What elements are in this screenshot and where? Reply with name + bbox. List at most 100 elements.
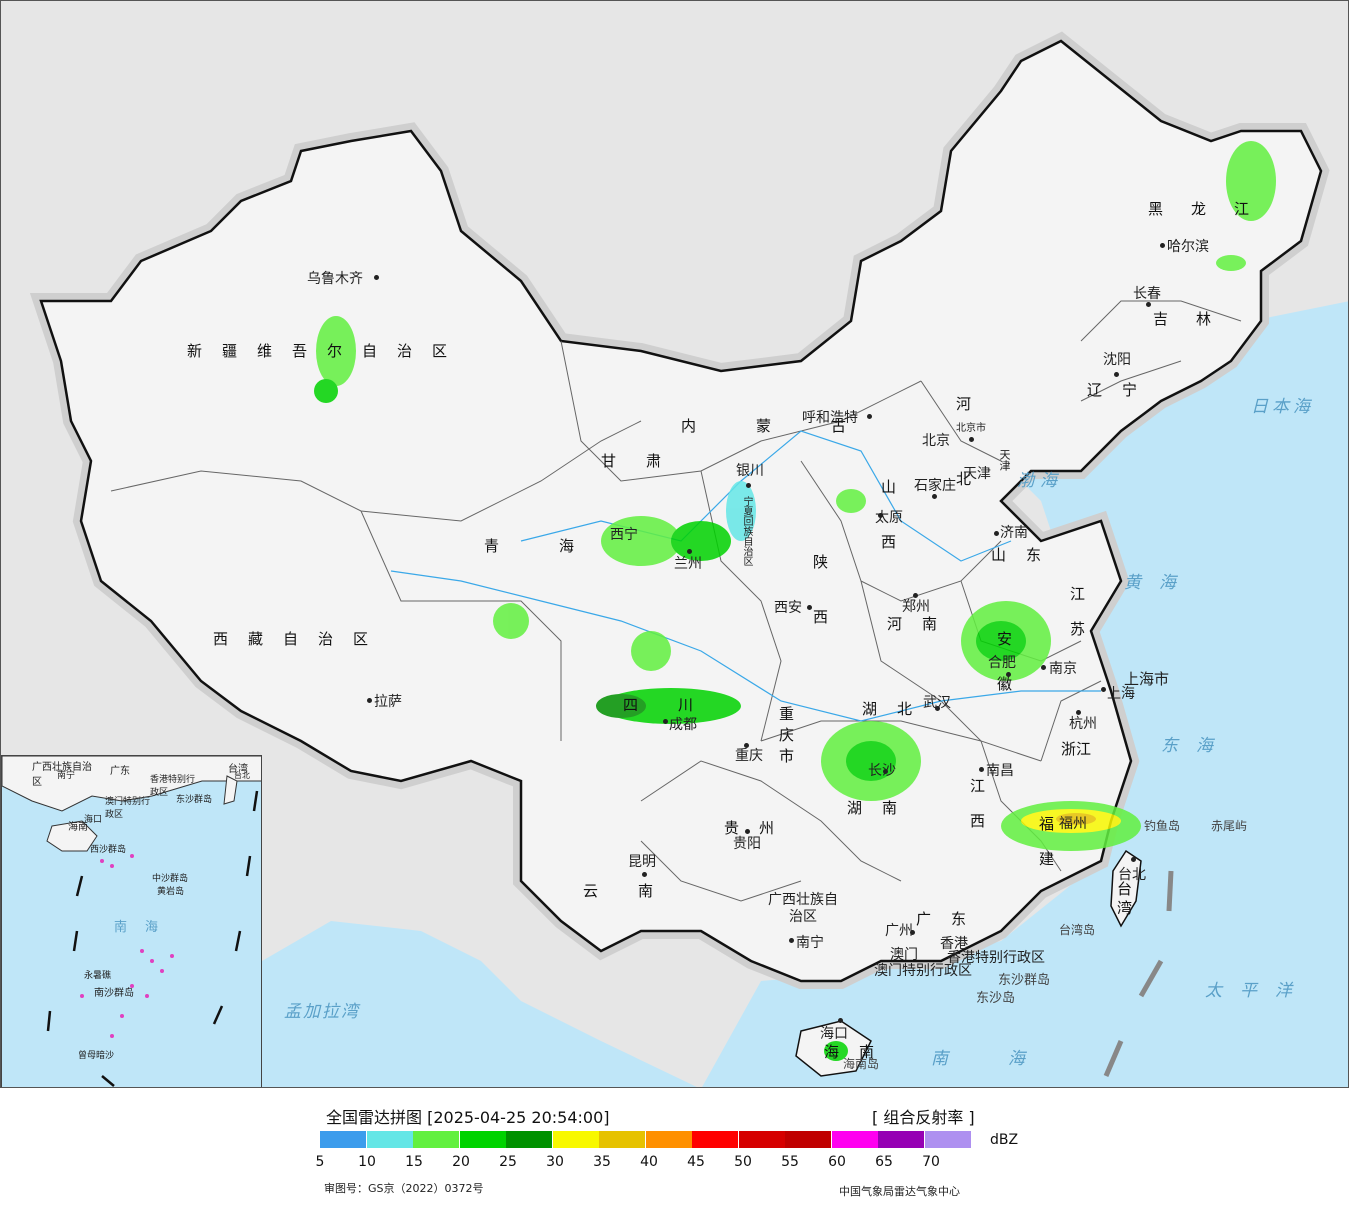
echo-qinghai-gansu bbox=[601, 516, 681, 566]
province-label-heilongjiang: 黑龙江 bbox=[1148, 200, 1278, 218]
province-label-shaanxi: 陕西 bbox=[811, 554, 829, 664]
city-zhengzhou: 郑州 bbox=[902, 599, 930, 615]
inset-label-dongsha: 东沙群岛 bbox=[176, 795, 213, 805]
sea-label-bohai: 渤海 bbox=[1017, 471, 1063, 491]
city-aomen: 澳门 bbox=[890, 947, 918, 963]
province-label-hainan: 海南 bbox=[824, 1043, 895, 1061]
city-dot bbox=[1076, 710, 1081, 715]
province-label-jiangxi: 江西 bbox=[968, 778, 986, 848]
inset-label-huangyan: 黄岩岛 bbox=[157, 887, 185, 897]
color-swatch bbox=[692, 1131, 738, 1148]
province-label-tianjin: 天津 bbox=[998, 449, 1011, 471]
color-tick: 35 bbox=[593, 1154, 611, 1170]
inset-label-zengmu: 曾母暗沙 bbox=[78, 1051, 115, 1061]
color-swatch bbox=[552, 1131, 599, 1148]
city-dot bbox=[913, 593, 918, 598]
city-dot bbox=[1006, 672, 1011, 677]
city-dot bbox=[932, 494, 937, 499]
city-beijing: 北京 bbox=[922, 433, 950, 449]
city-dot bbox=[1041, 665, 1046, 670]
city-guangzhou: 广州 bbox=[885, 923, 913, 939]
south-china-sea-inset: 广西壮族自治区 广东 台湾 香港特别行政区 澳门特别行政区 东沙群岛 海南 西沙… bbox=[1, 755, 262, 1087]
inset-label-nanhai: 南海 bbox=[114, 920, 177, 935]
province-label-ningxia: 宁夏回族自治区 bbox=[741, 496, 752, 566]
city-lhasa: 拉萨 bbox=[374, 694, 402, 710]
city-dot bbox=[883, 769, 888, 774]
city-dot bbox=[1114, 372, 1119, 377]
inset-label-haikou: 海口 bbox=[84, 815, 103, 825]
city-changsha: 长沙 bbox=[868, 763, 896, 779]
sea-label-taipingyang: 太平洋 bbox=[1205, 981, 1310, 1001]
province-label-chongqing: 重庆市 bbox=[777, 706, 795, 769]
color-swatch bbox=[831, 1131, 878, 1148]
sea-area-bay bbox=[262, 921, 697, 1087]
city-dot bbox=[746, 483, 751, 488]
color-tick: 55 bbox=[781, 1154, 799, 1170]
color-tick: 5 bbox=[315, 1154, 325, 1170]
inset-label-taiwan: 台湾 bbox=[228, 764, 248, 775]
city-dot bbox=[935, 706, 940, 711]
province-label-sichuan: 四川 bbox=[623, 696, 734, 714]
city-haikou: 海口 bbox=[820, 1026, 848, 1042]
province-label-hubei: 湖北 bbox=[862, 700, 933, 718]
province-label-guangdong: 广东 bbox=[916, 910, 987, 928]
sea-label-donghai: 东海 bbox=[1161, 736, 1231, 756]
color-tick: 45 bbox=[687, 1154, 705, 1170]
source-agency: 中国气象局雷达气象中心 bbox=[839, 1185, 960, 1198]
city-dot bbox=[867, 414, 872, 419]
city-kunming: 昆明 bbox=[628, 854, 656, 870]
legend-panel: 全国雷达拼图 [2025-04-25 20:54:00] [ 组合反射率 ] d… bbox=[0, 1088, 1349, 1208]
color-swatch bbox=[599, 1131, 645, 1148]
color-swatch bbox=[924, 1131, 971, 1148]
province-label-taiwan: 台湾 bbox=[1115, 881, 1133, 919]
color-swatch bbox=[506, 1131, 552, 1148]
city-xian: 西安 bbox=[774, 600, 802, 616]
inset-label-nansha: 南沙群岛 bbox=[94, 988, 134, 999]
province-label-shanxi: 山西 bbox=[879, 479, 897, 589]
city-taiyuan: 太原 bbox=[875, 510, 903, 526]
city-dot bbox=[910, 930, 915, 935]
color-tick: 65 bbox=[875, 1154, 893, 1170]
province-label-liaoning: 辽宁 bbox=[1087, 381, 1158, 399]
city-changchun: 长春 bbox=[1133, 286, 1161, 302]
review-number: 审图号：GS京（2022）0372号 bbox=[324, 1182, 484, 1195]
legend-product: [ 组合反射率 ] bbox=[872, 1108, 975, 1127]
color-tick: 40 bbox=[640, 1154, 658, 1170]
inset-label-xisha: 西沙群岛 bbox=[90, 845, 127, 855]
inset-label-hainan: 海南 bbox=[68, 822, 88, 833]
color-tick: 25 bbox=[499, 1154, 517, 1170]
city-tianjin: 天津 bbox=[963, 466, 991, 482]
china-land bbox=[39, 39, 1323, 983]
map-canvas bbox=[29, 31, 1348, 1087]
city-shanghai: 上海 bbox=[1107, 686, 1135, 702]
city-taibei: 台北 bbox=[1118, 867, 1146, 883]
city-urumqi: 乌鲁木齐 bbox=[307, 271, 363, 287]
echo-xinjiang bbox=[316, 316, 356, 386]
city-dot bbox=[789, 938, 794, 943]
label-diaoyu: 钓鱼岛 bbox=[1144, 819, 1181, 833]
inset-canvas bbox=[2, 756, 261, 1087]
inset-label-hk: 香港特别行政区 bbox=[150, 775, 196, 798]
city-wuhan: 武汉 bbox=[923, 695, 951, 711]
province-label-jiangsu: 江苏 bbox=[1068, 586, 1086, 656]
city-lanzhou: 兰州 bbox=[674, 556, 702, 572]
city-yinchuan: 银川 bbox=[736, 463, 764, 479]
city-nanning: 南宁 bbox=[796, 935, 824, 951]
city-hefei: 合肥 bbox=[988, 655, 1016, 671]
label-taiwan-dao: 台湾岛 bbox=[1059, 923, 1096, 937]
radar-map: 新疆维吾尔自治区 西藏自治区 青海 甘肃 内蒙古 黑龙江 吉林 辽宁 河北 山西… bbox=[0, 0, 1349, 1088]
city-dot bbox=[642, 872, 647, 877]
city-fuzhou: 福州 bbox=[1059, 816, 1087, 832]
city-shijiazhuang: 石家庄 bbox=[914, 478, 956, 494]
province-label-henan: 河南 bbox=[887, 615, 958, 633]
city-hangzhou: 杭州 bbox=[1069, 716, 1097, 732]
inset-label-guangdong: 广东 bbox=[110, 766, 130, 777]
city-nanchang: 南昌 bbox=[986, 763, 1014, 779]
city-dot bbox=[374, 275, 379, 280]
color-tick: 60 bbox=[828, 1154, 846, 1170]
city-dot bbox=[1160, 243, 1165, 248]
city-dot bbox=[838, 1018, 843, 1023]
city-dot bbox=[1131, 857, 1136, 862]
label-hk-sar: 香港特别行政区 bbox=[947, 950, 1045, 966]
inset-label-zhongsha: 中沙群岛 bbox=[152, 874, 189, 884]
